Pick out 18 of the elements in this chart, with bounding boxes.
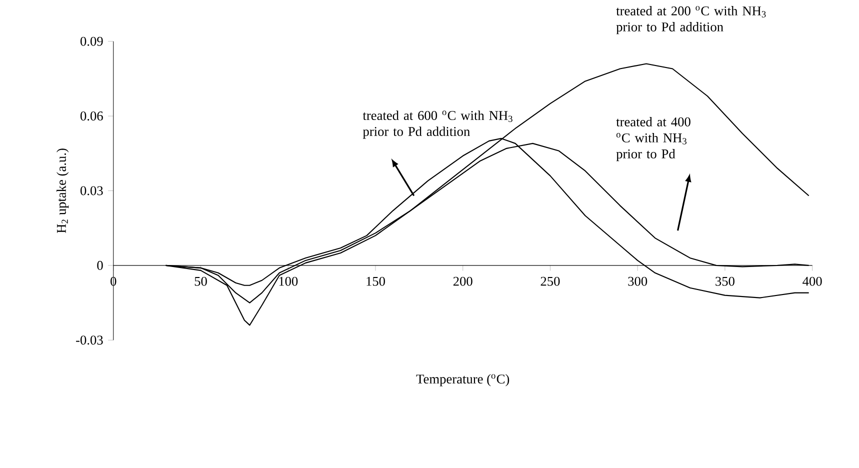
text: treated at 200 $^{o}$C with NH$_{3}$ prior to Pd addition	[616, 6, 766, 34]
y-tick-label: 0	[97, 260, 103, 270]
y-tick-label: 0.03	[80, 186, 103, 196]
x-tick-label: 250	[540, 276, 560, 286]
y-tick-label: -0.03	[76, 336, 103, 345]
x-tick-label: 200	[453, 276, 472, 286]
y-tick-label: 0.06	[80, 111, 103, 120]
x-tick-label: 150	[366, 276, 385, 286]
y-tick-label: 0.09	[80, 36, 103, 46]
x-axis-title: Temperature ($^{o}$C)	[416, 374, 510, 386]
x-tick-label: 50	[194, 276, 207, 286]
text: treated at 600 $^{o}$C with NH$_{3}$ prior to Pd addition	[362, 110, 512, 139]
x-tick-label: 300	[628, 276, 648, 286]
x-tick-label: 100	[279, 276, 298, 286]
annotation: treated at 400 $^{o}$C with NH$_{3}$ prior to Pd	[616, 116, 690, 162]
x-tick-label: 350	[716, 276, 734, 286]
y-axis-title: H$_{2}$ uptake (a.u.)	[56, 148, 69, 233]
x-tick-label: 400	[802, 276, 822, 286]
